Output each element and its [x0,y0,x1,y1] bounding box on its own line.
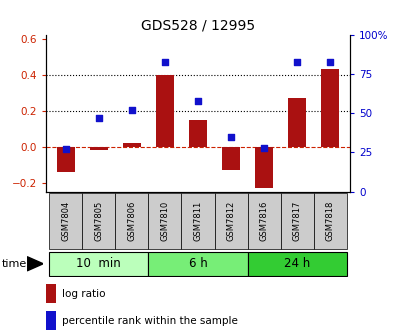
Bar [82,193,115,249]
Bar [189,120,207,146]
Bar [248,252,347,276]
Text: GSM7812: GSM7812 [226,201,236,241]
Text: 10  min: 10 min [76,257,121,270]
Text: time: time [2,259,27,269]
Bar [46,311,56,330]
Point [327,59,333,65]
Text: percentile rank within the sample: percentile rank within the sample [62,316,237,326]
Bar [57,146,75,172]
Polygon shape [27,257,43,271]
Bar [156,75,174,146]
Bar [148,252,248,276]
Bar [222,146,240,170]
Bar [281,193,314,249]
Text: GSM7805: GSM7805 [94,201,103,241]
Point [162,59,168,65]
Bar [115,193,148,249]
Point [63,146,69,152]
Bar [90,146,108,150]
Bar [46,284,56,303]
Bar [288,98,306,146]
Bar [214,193,248,249]
Bar [314,193,347,249]
Point [261,145,267,151]
Point [96,115,102,121]
Point [294,59,300,65]
Text: GSM7817: GSM7817 [293,201,302,241]
Bar [248,193,281,249]
Text: GSM7804: GSM7804 [61,201,70,241]
Point [228,134,234,139]
Text: 6 h: 6 h [189,257,207,270]
Bar [49,252,148,276]
Text: GSM7818: GSM7818 [326,201,335,241]
Text: 24 h: 24 h [284,257,310,270]
Bar [49,193,82,249]
Bar [148,193,182,249]
Bar [123,143,141,146]
Bar [321,70,339,146]
Text: GSM7810: GSM7810 [160,201,170,241]
Text: GSM7816: GSM7816 [260,201,268,241]
Text: GSM7811: GSM7811 [194,201,202,241]
Point [129,108,135,113]
Bar [255,146,273,188]
Bar [182,193,214,249]
Title: GDS528 / 12995: GDS528 / 12995 [141,19,255,33]
Text: log ratio: log ratio [62,289,105,299]
Text: GSM7806: GSM7806 [128,201,136,241]
Point [195,98,201,103]
